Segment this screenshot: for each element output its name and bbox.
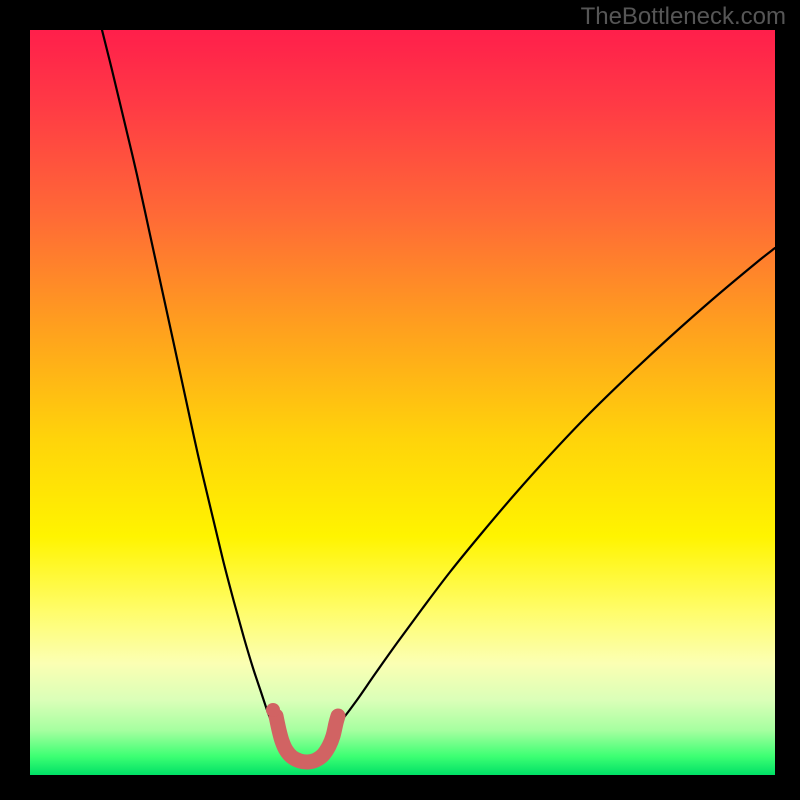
watermark-text: TheBottleneck.com <box>581 3 786 31</box>
valley-highlight <box>276 716 338 762</box>
curve-layer <box>30 30 775 775</box>
curve-right-branch <box>332 248 775 732</box>
figure-root: TheBottleneck.com <box>0 0 800 800</box>
curve-left-branch <box>102 30 276 732</box>
plot-area <box>30 30 775 775</box>
marker-dot <box>266 703 280 717</box>
